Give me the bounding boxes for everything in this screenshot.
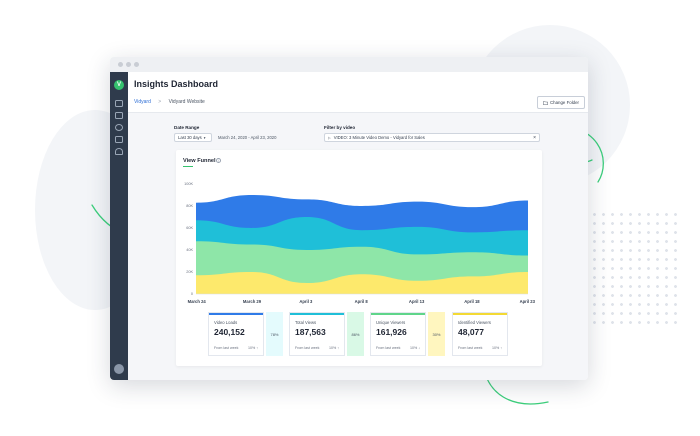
date-range-text: March 24, 2020 - April 23, 2020 (218, 135, 277, 140)
stat-from-text: From last week (295, 346, 320, 350)
network-icon[interactable] (115, 136, 123, 143)
x-tick-label: April 23 (519, 299, 535, 304)
stat-accent-bar (453, 313, 507, 315)
x-tick-label: April 18 (464, 299, 480, 304)
date-preset-value: Last 30 days (178, 135, 202, 140)
chart-icon[interactable] (115, 112, 123, 119)
area-series-identified-viewers[interactable] (196, 272, 528, 294)
stat-from-text: From last week (376, 346, 401, 350)
y-tick-label: 60K (186, 226, 193, 230)
conversion-rate: 78% (266, 312, 283, 356)
window-dot[interactable] (118, 62, 123, 67)
change-folder-button[interactable]: Change Folder (537, 96, 585, 109)
stat-value: 187,563 (295, 327, 326, 337)
gear-icon[interactable] (115, 124, 123, 131)
title-underline (183, 166, 193, 167)
breadcrumb-current: Vidyard Website (168, 99, 205, 105)
y-tick-label: 0 (190, 292, 193, 296)
stat-value: 48,077 (458, 327, 484, 337)
stat-card-identified-viewers[interactable]: Identified Viewers 48,077 From last week 10… (452, 312, 508, 356)
window-dot[interactable] (126, 62, 131, 67)
stat-change: 10% ↑ (492, 346, 502, 350)
chart-title: View Funnel (183, 158, 216, 164)
video-icon: ▷ (328, 135, 331, 140)
stat-label: Unique Viewers (376, 320, 406, 325)
vidyard-logo-icon[interactable]: V (114, 80, 124, 90)
breadcrumb-separator: > (158, 99, 162, 105)
breadcrumb: Vidyard > Vidyard Website (134, 99, 205, 105)
y-tick-label: 80K (186, 204, 193, 208)
breadcrumb-root[interactable]: Vidyard (134, 99, 151, 105)
video-filter-select[interactable]: ▷ VIDEO: 3 Minute Video Demo - Vidyard f… (324, 133, 540, 142)
dot-pattern (590, 210, 680, 330)
stat-from-text: From last week (458, 346, 483, 350)
y-tick-label: 40K (186, 248, 193, 252)
video-filter-value: VIDEO: 3 Minute Video Demo - Vidyard for… (333, 135, 425, 140)
stat-accent-bar (290, 313, 344, 315)
stat-accent-bar (209, 313, 263, 315)
x-tick-label: April 8 (354, 299, 368, 304)
stat-change: 10% ↑ (248, 346, 258, 350)
view-funnel-chart (196, 195, 528, 295)
stat-change: 10% ↓ (410, 346, 420, 350)
stat-value: 161,926 (376, 327, 407, 337)
window-dot[interactable] (134, 62, 139, 67)
conversion-rate: 30% (428, 312, 445, 356)
x-tick-label: March 29 (242, 299, 262, 304)
users-icon[interactable] (115, 148, 123, 155)
stat-from-text: From last week (214, 346, 239, 350)
chevron-down-icon: ▾ (203, 135, 206, 140)
conversion-rate: 86% (347, 312, 364, 356)
view-funnel-panel: View Funnel i 100K 80K 60K 40K 20K 0 March 24… (176, 150, 542, 366)
change-folder-label: Change Folder (549, 100, 580, 105)
x-tick-label: April 13 (408, 299, 425, 304)
sidebar: V (110, 72, 128, 380)
info-icon[interactable]: i (216, 158, 221, 163)
y-tick-label: 20K (186, 270, 193, 274)
date-preset-select[interactable]: Last 30 days ▾ (174, 133, 212, 142)
filter-by-video-label: Filter by video (324, 125, 356, 130)
stat-value: 240,152 (214, 327, 245, 337)
date-range-label: Date Range (174, 125, 200, 130)
stat-card-unique-viewers[interactable]: Unique Viewers 161,926 From last week 10% ↓ (370, 312, 426, 356)
close-icon[interactable]: × (533, 134, 536, 141)
stat-card-video-loads[interactable]: Video Loads 240,152 From last week 10% ↑ (208, 312, 264, 356)
y-tick-label: 100K (184, 182, 193, 186)
divider (128, 112, 588, 113)
folder-icon (543, 100, 548, 105)
page-title: Insights Dashboard (134, 79, 219, 89)
stat-change: 10% ↑ (329, 346, 339, 350)
chat-icon[interactable] (115, 100, 123, 107)
stat-accent-bar (371, 313, 425, 315)
window-titlebar (110, 57, 588, 72)
stat-label: Total Views (295, 320, 317, 325)
avatar[interactable] (114, 364, 124, 374)
x-tick-label: April 3 (299, 299, 313, 304)
stat-label: Video Loads (214, 320, 238, 325)
stat-card-total-views[interactable]: Total Views 187,563 From last week 10% ↑ (289, 312, 345, 356)
stat-label: Identified Viewers (458, 320, 491, 325)
x-tick-label: March 24 (187, 299, 206, 304)
